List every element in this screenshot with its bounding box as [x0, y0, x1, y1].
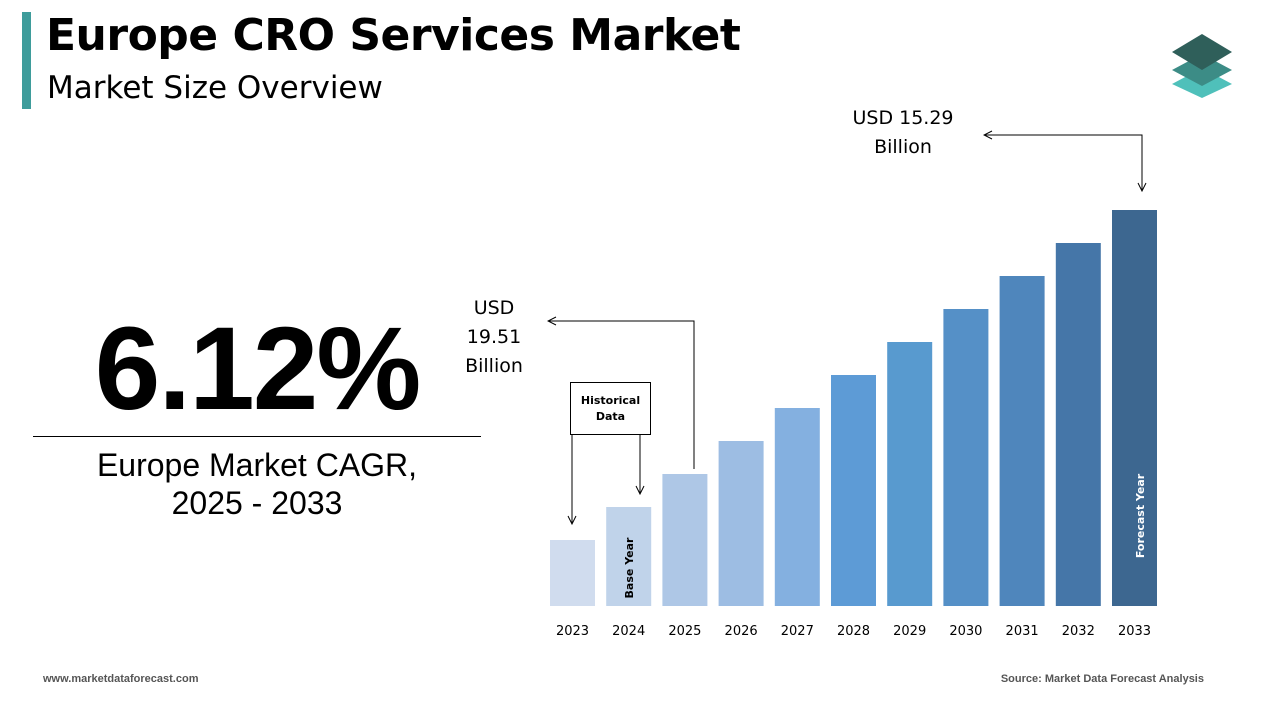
- cagr-label: Europe Market CAGR, 2025 - 2033: [32, 446, 482, 522]
- start-value-annotation: USD 19.51 Billion: [452, 294, 536, 381]
- end-value-arrow-down: [986, 134, 1142, 191]
- bar-2028: [831, 375, 876, 606]
- bar-2033: [1112, 210, 1157, 606]
- x-tick-label-2033: 2033: [1118, 624, 1151, 639]
- x-tick-label-2030: 2030: [949, 624, 982, 639]
- base-year-label: Base Year: [623, 537, 636, 598]
- historical-box-line2: Data: [595, 409, 626, 423]
- title-accent-bar: [22, 12, 31, 109]
- bar-2030: [943, 309, 989, 606]
- bar-2023: [550, 540, 595, 606]
- bar-2031: [999, 276, 1045, 606]
- page-title: Europe CRO Services Market: [46, 10, 741, 61]
- bar-2029: [887, 342, 933, 606]
- forecast-year-label: Forecast Year: [1134, 473, 1147, 558]
- cagr-divider: [33, 436, 481, 437]
- start-value-line2: 19.51: [466, 326, 522, 348]
- cagr-label-line2: 2025 - 2033: [171, 485, 343, 521]
- x-tick-label-2031: 2031: [1006, 624, 1039, 639]
- chart-x-tick-labels: 2023 2024 2025 2026 2027 2028 2029 2030 2031 2032…: [556, 624, 1151, 639]
- logo-layer-top: [1172, 34, 1232, 70]
- x-tick-label-2024: 2024: [612, 624, 645, 639]
- cagr-value: 6.12%: [94, 303, 422, 435]
- stacked-layers-icon: [1172, 34, 1232, 98]
- x-tick-label-2032: 2032: [1062, 624, 1095, 639]
- page-subtitle: Market Size Overview: [47, 70, 383, 106]
- x-tick-label-2023: 2023: [556, 624, 589, 639]
- start-value-arrow: [548, 321, 695, 469]
- end-value-line1: USD 15.29: [852, 107, 954, 129]
- x-tick-label-2029: 2029: [893, 624, 926, 639]
- start-value-line1: USD: [473, 297, 515, 319]
- start-value-line3: Billion: [465, 355, 523, 377]
- historical-box-line1: Historical: [580, 393, 641, 407]
- bar-2026: [718, 441, 764, 606]
- chart-bars: [550, 210, 1157, 606]
- cagr-label-line1: Europe Market CAGR,: [96, 447, 418, 483]
- historical-data-box: Historical Data: [570, 382, 651, 435]
- end-value-line2: Billion: [874, 136, 932, 158]
- footer-website: www.marketdataforecast.com: [43, 673, 199, 685]
- x-tick-label-2026: 2026: [725, 624, 758, 639]
- x-tick-label-2027: 2027: [781, 624, 814, 639]
- footer-source: Source: Market Data Forecast Analysis: [1000, 673, 1204, 685]
- x-tick-label-2028: 2028: [837, 624, 870, 639]
- x-tick-label-2025: 2025: [668, 624, 701, 639]
- bar-2027: [774, 408, 820, 606]
- bar-2032: [1055, 243, 1101, 606]
- bar-2025: [662, 474, 708, 606]
- end-value-annotation: USD 15.29 Billion: [838, 104, 968, 162]
- bar-2024: [606, 507, 652, 606]
